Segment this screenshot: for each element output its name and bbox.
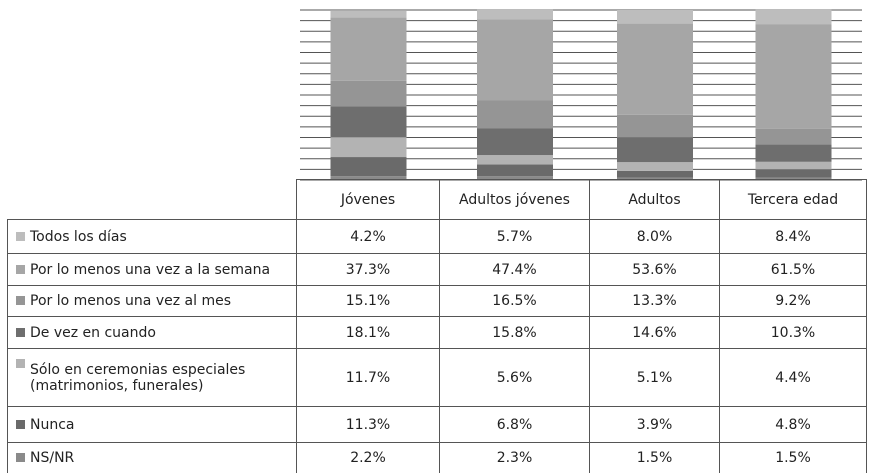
value-cell: 4.4% — [719, 348, 867, 407]
bar-segment — [477, 19, 553, 101]
column-header: Adultos — [589, 179, 720, 220]
value-cell: 47.4% — [439, 253, 590, 286]
legend-swatch — [16, 359, 25, 368]
value-cell: 4.8% — [719, 406, 867, 443]
legend-label: Todos los días — [30, 228, 127, 245]
legend-entry: De vez en cuando — [7, 316, 297, 349]
bar-segment — [617, 137, 693, 163]
legend-entry: Sólo en ceremonias especiales (matrimoni… — [7, 348, 297, 407]
legend-label: Nunca — [30, 416, 75, 433]
value-cell: 1.5% — [589, 442, 720, 473]
column-header: Tercera edad — [719, 179, 867, 220]
bar-segment — [477, 155, 553, 165]
bar-segment — [330, 10, 407, 18]
legend-swatch — [16, 453, 25, 462]
legend-label: NS/NR — [30, 450, 75, 466]
bar-segment — [755, 9, 832, 25]
legend-swatch — [16, 264, 25, 274]
value-cell: 53.6% — [589, 253, 720, 286]
bar-segment — [477, 128, 553, 156]
value-cell: 8.0% — [589, 219, 720, 254]
value-cell: 16.5% — [439, 285, 590, 317]
legend-entry: Todos los días — [7, 219, 297, 254]
bar-segment — [755, 161, 832, 170]
value-cell: 9.2% — [719, 285, 867, 317]
value-cell: 11.3% — [296, 406, 440, 443]
bar-segment — [617, 10, 693, 24]
column-header: Adultos jóvenes — [439, 179, 590, 220]
value-cell: 10.3% — [719, 316, 867, 349]
bar-segment — [330, 137, 407, 158]
value-cell: 1.5% — [719, 442, 867, 473]
legend-entry: Por lo menos una vez a la semana — [7, 253, 297, 286]
bar-segment — [330, 176, 407, 180]
value-cell: 5.6% — [439, 348, 590, 407]
bar-segment — [617, 114, 693, 138]
value-cell: 2.2% — [296, 442, 440, 473]
bar-segment — [755, 128, 832, 145]
legend-entry: NS/NR — [7, 442, 297, 473]
bar-segment — [477, 9, 553, 20]
value-cell: 8.4% — [719, 219, 867, 254]
bar-segment — [755, 24, 832, 129]
value-cell: 6.8% — [439, 406, 590, 443]
bar-segment — [330, 157, 407, 177]
bar-segment — [477, 176, 553, 180]
column-header: Jóvenes — [296, 179, 440, 220]
bar-segment — [755, 177, 832, 180]
legend-swatch — [16, 419, 25, 429]
legend-swatch — [16, 327, 25, 337]
bar-segment — [477, 100, 553, 129]
bar-segment — [330, 106, 407, 138]
legend-entry: Nunca — [7, 406, 297, 443]
value-cell: 5.1% — [589, 348, 720, 407]
legend-label: De vez en cuando — [30, 324, 156, 341]
value-cell: 37.3% — [296, 253, 440, 286]
value-cell: 15.8% — [439, 316, 590, 349]
bar-segment — [617, 162, 693, 171]
legend-label: Sólo en ceremonias especiales (matrimoni… — [30, 361, 246, 394]
value-cell: 15.1% — [296, 285, 440, 317]
bar-segment — [755, 144, 832, 162]
value-cell: 61.5% — [719, 253, 867, 286]
value-cell: 5.7% — [439, 219, 590, 254]
bar-segment — [617, 23, 693, 115]
bar-segment — [330, 17, 407, 81]
value-cell: 14.6% — [589, 316, 720, 349]
value-cell: 4.2% — [296, 219, 440, 254]
value-cell: 3.9% — [589, 406, 720, 443]
legend-label: Por lo menos una vez a la semana — [30, 261, 271, 278]
value-cell: 18.1% — [296, 316, 440, 349]
bar-segment — [330, 80, 407, 107]
legend-entry: Por lo menos una vez al mes — [7, 285, 297, 317]
bar-segment — [755, 169, 832, 178]
value-cell: 13.3% — [589, 285, 720, 317]
bar-segment — [617, 170, 693, 178]
legend-label: Por lo menos una vez al mes — [30, 293, 231, 309]
legend-swatch — [16, 231, 25, 241]
bar-segment — [477, 164, 553, 177]
value-cell: 11.7% — [296, 348, 440, 407]
legend-swatch — [16, 296, 25, 305]
value-cell: 2.3% — [439, 442, 590, 473]
bar-segment — [617, 177, 693, 180]
